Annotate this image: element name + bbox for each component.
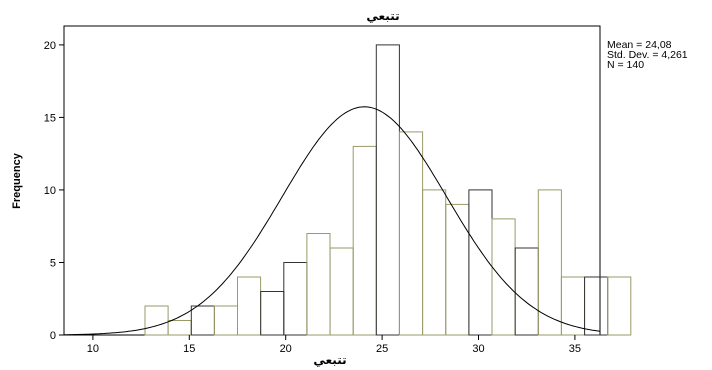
- x-tick-label: 10: [87, 343, 99, 355]
- statistics-box: Mean = 24,08 Std. Dev. = 4,261 N = 140: [607, 39, 688, 71]
- n-label: N = 140: [607, 59, 645, 71]
- y-tick-label: 10: [44, 185, 56, 197]
- std-dev-label: Std. Dev. = 4,261: [607, 49, 688, 61]
- histogram-bar: [260, 291, 285, 336]
- histogram-bar: [190, 305, 215, 336]
- histogram-bars: [144, 44, 632, 336]
- y-tick-label: 15: [44, 112, 56, 124]
- mean-label: Mean = 24,08: [607, 39, 672, 51]
- x-tick-label: 35: [569, 343, 581, 355]
- y-tick-label: 5: [50, 258, 56, 270]
- plot-area-frame: [63, 25, 601, 336]
- x-tick-label: 30: [472, 343, 484, 355]
- histogram-bar: [514, 247, 539, 336]
- normal-curve: [64, 106, 601, 336]
- x-axis-label: تتبعي: [313, 353, 346, 367]
- histogram-bar: [584, 276, 609, 336]
- y-tick-label: 0: [50, 330, 56, 342]
- histogram-bar: [399, 131, 424, 336]
- histogram-bar: [144, 305, 169, 336]
- x-tick-label: 25: [376, 343, 388, 355]
- chart-title: تتبعي: [366, 9, 399, 23]
- histogram-bar: [491, 218, 516, 336]
- y-axis-label: Frequency: [11, 152, 23, 209]
- histogram-bar: [537, 189, 562, 336]
- x-tick-label: 20: [280, 343, 292, 355]
- histogram-bar: [422, 189, 447, 336]
- histogram-bar: [237, 276, 262, 336]
- histogram-bar: [329, 247, 354, 336]
- histogram-bar: [213, 305, 238, 336]
- histogram-bar: [283, 262, 308, 336]
- y-tick-label: 20: [44, 40, 56, 52]
- histogram-bar: [167, 320, 192, 336]
- histogram-bar: [306, 233, 331, 336]
- histogram-bar: [352, 145, 377, 336]
- x-axis: 10 15 20 25 30 35: [87, 335, 581, 355]
- histogram-bar: [375, 44, 400, 336]
- x-tick-label: 15: [183, 343, 195, 355]
- y-axis: 0 5 10 15 20: [44, 40, 64, 342]
- histogram-bar: [445, 203, 470, 336]
- histogram-bar: [607, 276, 632, 336]
